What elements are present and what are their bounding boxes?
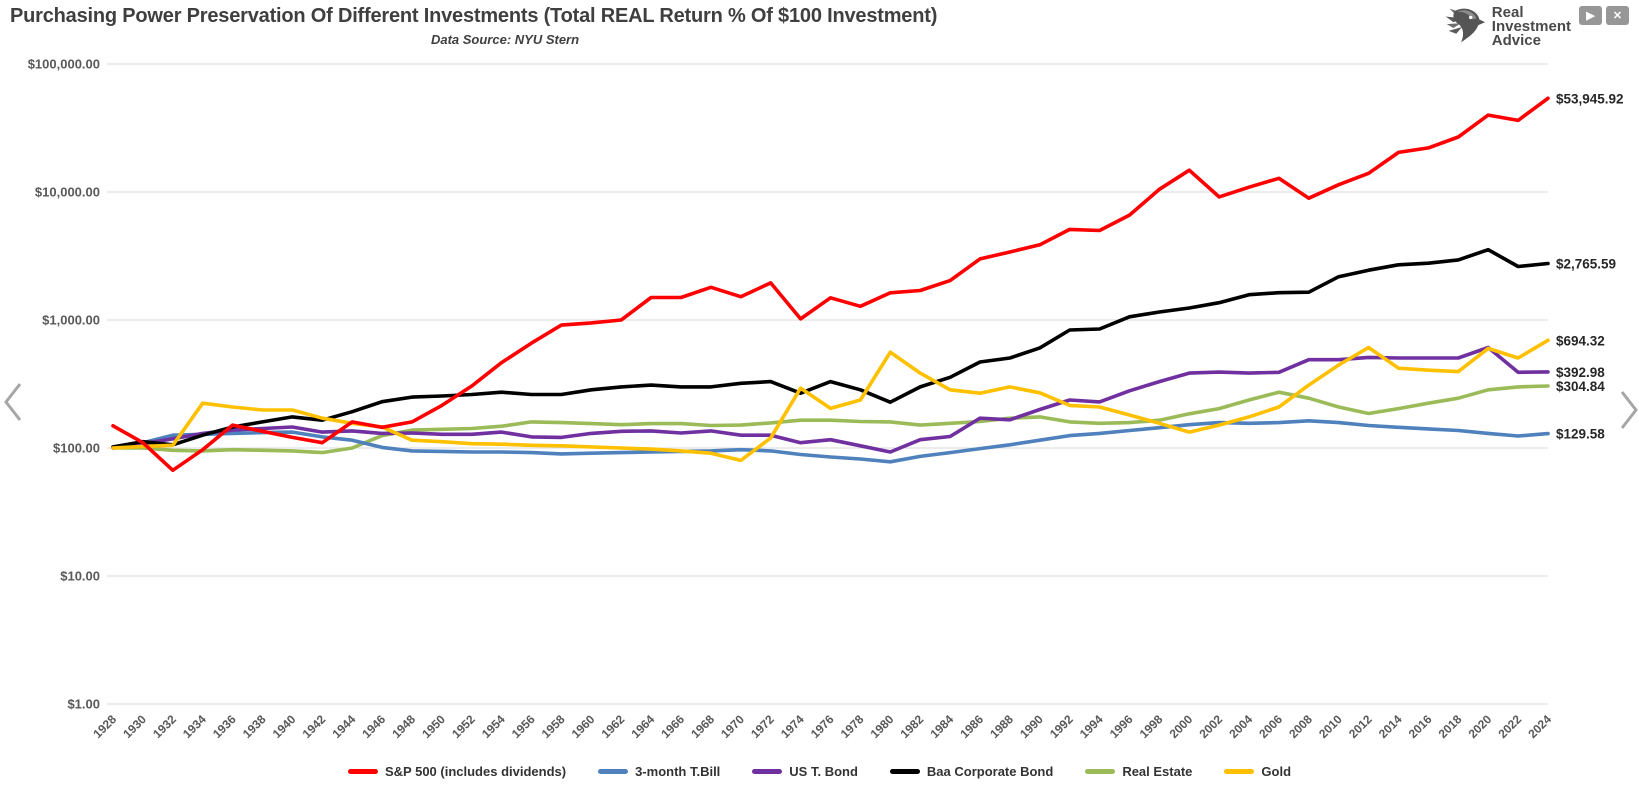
x-axis-tick-label: 1984 (927, 712, 956, 741)
x-axis-tick-label: 1990 (1017, 712, 1046, 741)
y-axis-tick-label: $1,000.00 (42, 313, 100, 328)
x-axis-tick-label: 1980 (868, 712, 897, 741)
x-axis-tick-label: 1998 (1137, 712, 1166, 741)
page-title: Purchasing Power Preservation Of Differe… (10, 5, 938, 27)
legend-swatch (347, 768, 378, 774)
x-axis-tick-label: 1996 (1107, 712, 1136, 741)
x-axis-tick-label: 1986 (957, 712, 986, 741)
y-axis-tick-label: $10,000.00 (35, 185, 100, 200)
chevron-left-icon[interactable] (4, 383, 22, 421)
legend-label: Baa Corporate Bond (926, 763, 1054, 779)
play-button[interactable]: ▶ (1579, 6, 1602, 25)
x-axis-tick-label: 2016 (1406, 712, 1435, 741)
x-axis-tick-label: 1978 (838, 712, 867, 741)
x-axis-tick-label: 2006 (1256, 712, 1285, 741)
legend-item-real-estate: Real Estate (1085, 764, 1192, 779)
x-axis-tick-label: 1950 (419, 712, 448, 741)
x-axis-tick-label: 2008 (1286, 712, 1315, 741)
x-axis-tick-label: 2000 (1167, 712, 1196, 741)
x-axis-tick-label: 1942 (300, 712, 329, 741)
chevron-right-icon[interactable] (1620, 391, 1638, 429)
legend-item-baa-corporate-bond: Baa Corporate Bond (889, 763, 1054, 779)
x-axis-tick-label: 2024 (1525, 712, 1554, 741)
x-axis-tick-label: 2002 (1196, 712, 1225, 741)
series-end-label: $392.98 (1556, 365, 1605, 380)
series-end-label: $53,945.92 (1556, 91, 1624, 106)
x-axis-tick-label: 1976 (808, 712, 837, 741)
x-axis-tick-label: 1930 (120, 712, 149, 741)
x-axis-tick-label: 1982 (898, 712, 927, 741)
x-axis-tick-label: 2020 (1466, 712, 1495, 741)
x-axis-tick-label: 1958 (539, 712, 568, 741)
x-axis-tick-label: 1972 (748, 712, 777, 741)
x-axis-tick-label: 2004 (1226, 712, 1255, 741)
y-axis-tick-label: $1.00 (67, 697, 100, 712)
series-line-baa-corporate-bond (111, 247, 1550, 449)
legend-item-gold: Gold (1224, 764, 1291, 779)
y-axis-tick-label: $10.00 (60, 569, 100, 584)
series-end-label: $129.58 (1556, 427, 1605, 442)
x-axis-tick-label: 1970 (718, 712, 747, 741)
x-axis-tick-label: 1964 (628, 712, 657, 741)
x-axis-tick-label: 1962 (599, 712, 628, 741)
series-line-real-estate (111, 384, 1550, 455)
x-axis-tick-label: 2018 (1436, 712, 1465, 741)
x-axis-tick-label: 1932 (150, 712, 179, 741)
legend-swatch (1085, 768, 1116, 774)
legend-label: 3-month T.Bill (635, 763, 721, 779)
chart-legend: S&P 500 (includes dividends) 3-month T.Bi… (0, 758, 1639, 784)
x-axis-tick-label: 2014 (1376, 712, 1405, 741)
legend-item-s-p-500-includes-dividends-: S&P 500 (includes dividends) (347, 763, 567, 779)
x-axis-tick-label: 1992 (1047, 712, 1076, 741)
x-axis-tick-label: 1928 (90, 712, 119, 741)
legend-swatch (752, 768, 783, 774)
series-line-3-month-t-bill (111, 418, 1550, 464)
x-axis-tick-label: 1938 (240, 712, 269, 741)
x-axis-tick-label: 1936 (210, 712, 239, 741)
x-axis-tick-label: 1954 (479, 712, 508, 741)
x-axis-tick-label: 1968 (688, 712, 717, 741)
legend-swatch (889, 768, 920, 774)
legend-label: Gold (1261, 763, 1292, 779)
x-axis-tick-label: 1934 (180, 712, 209, 741)
x-axis-tick-label: 1946 (359, 712, 388, 741)
series-line-us-t-bond (111, 345, 1550, 454)
chart-subtitle: Data Source: NYU Stern (430, 32, 580, 47)
x-axis-tick-label: 1988 (987, 712, 1016, 741)
x-axis-tick-label: 1960 (569, 712, 598, 741)
series-line-s-p-500-includes-dividends- (111, 96, 1550, 473)
ria-logo: Real Investment Advice ▶ ✕ (1440, 4, 1629, 55)
series-end-label: $2,765.59 (1556, 256, 1616, 271)
x-axis-tick-label: 2012 (1346, 712, 1375, 741)
legend-label: US T. Bond (789, 763, 858, 779)
legend-item-3-month-t-bill: 3-month T.Bill (598, 764, 720, 779)
series-end-label: $304.84 (1556, 379, 1605, 394)
legend-swatch (1224, 768, 1255, 774)
x-axis-tick-label: 1966 (658, 712, 687, 741)
x-axis-tick-label: 1944 (330, 712, 359, 741)
x-axis-tick-label: 2022 (1495, 712, 1524, 741)
x-axis-tick-label: 1948 (389, 712, 418, 741)
y-axis-tick-label: $100.00 (53, 441, 100, 456)
legend-swatch (598, 768, 629, 774)
x-axis-tick-label: 1994 (1077, 712, 1106, 741)
x-axis-tick-label: 1974 (778, 712, 807, 741)
y-axis-tick-label: $100,000.00 (28, 57, 100, 72)
eagle-head-icon (1440, 4, 1486, 55)
x-axis-tick-label: 2010 (1316, 712, 1345, 741)
x-axis-tick-label: 1952 (449, 712, 478, 741)
legend-item-us-t-bond: US T. Bond (752, 764, 858, 779)
legend-label: S&P 500 (includes dividends) (384, 763, 567, 779)
legend-label: Real Estate (1122, 763, 1193, 779)
series-end-label: $694.32 (1556, 333, 1605, 348)
x-axis-tick-label: 1940 (270, 712, 299, 741)
ria-logo-text: Real Investment Advice (1491, 4, 1571, 49)
close-button[interactable]: ✕ (1606, 6, 1629, 25)
x-axis-tick-label: 1956 (509, 712, 538, 741)
